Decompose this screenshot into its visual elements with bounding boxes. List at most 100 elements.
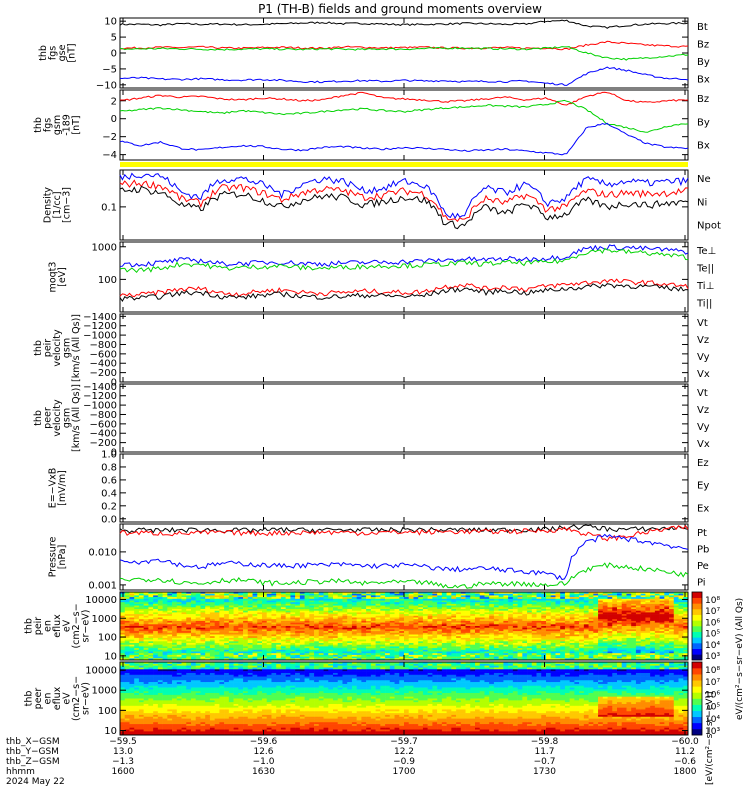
heatmap-cell	[503, 602, 509, 605]
heatmap-cell	[224, 600, 230, 603]
heatmap-cell	[266, 643, 272, 645]
heatmap-cell	[134, 614, 140, 617]
heatmap-cell	[333, 609, 339, 611]
heatmap-cell	[593, 629, 599, 632]
heatmap-cell	[541, 620, 547, 623]
heatmap-cell	[129, 641, 135, 644]
heatmap-cell	[493, 592, 499, 594]
heatmap-cell	[351, 631, 357, 634]
heatmap-cell	[569, 658, 575, 661]
heatmap-cell	[560, 651, 566, 654]
heatmap-cell	[437, 637, 443, 640]
heatmap-cell	[607, 649, 613, 652]
heatmap-cell	[669, 598, 675, 601]
heatmap-cell	[162, 629, 168, 632]
heatmap-cell	[143, 631, 149, 634]
heatmap-cell	[583, 610, 589, 613]
heatmap-cell	[536, 646, 542, 649]
heatmap-cell	[531, 603, 537, 606]
heatmap-cell	[418, 651, 424, 654]
heatmap-cell	[607, 607, 613, 610]
heatmap-cell	[631, 649, 637, 652]
heatmap-cell	[328, 651, 334, 654]
heatmap-cell	[588, 637, 594, 640]
heatmap-cell	[546, 649, 552, 652]
heatmap-cell	[385, 654, 391, 657]
heatmap-cell	[276, 597, 282, 600]
heatmap-cell	[541, 643, 547, 645]
heatmap-cell	[233, 595, 239, 598]
heatmap-cell	[508, 609, 514, 611]
heatmap-cell	[536, 619, 542, 622]
heatmap-cell	[593, 602, 599, 605]
heatmap-cell	[593, 592, 599, 594]
panel-4-legend-Vt: Vt	[697, 318, 708, 329]
heatmap-cell	[238, 649, 244, 652]
heatmap-cell	[243, 592, 249, 594]
heatmap-cell	[134, 593, 140, 596]
heatmap-cell	[351, 634, 357, 637]
heatmap-cell	[673, 593, 679, 596]
heatmap-cell	[138, 593, 144, 596]
heatmap-cell	[612, 605, 618, 608]
heatmap-cell	[389, 632, 395, 635]
heatmap-cell	[375, 627, 381, 630]
heatmap-cell	[546, 626, 552, 628]
heatmap-cell	[451, 631, 457, 634]
heatmap-cell	[404, 654, 410, 657]
heatmap-cell	[399, 648, 405, 651]
heatmap-cell	[351, 620, 357, 623]
heatmap-cell	[186, 624, 192, 627]
heatmap-cell	[508, 610, 514, 613]
heatmap-cell	[309, 636, 315, 639]
heatmap-cell	[375, 632, 381, 635]
heatmap-cell	[418, 595, 424, 598]
heatmap-cell	[209, 610, 215, 613]
heatmap-cell	[669, 607, 675, 610]
heatmap-cell	[228, 631, 234, 634]
heatmap-cell	[650, 610, 656, 613]
heatmap-cell	[271, 653, 277, 656]
heatmap-cell	[162, 609, 168, 611]
heatmap-cell	[645, 609, 651, 611]
heatmap-cell	[422, 617, 428, 620]
heatmap-cell	[337, 627, 343, 630]
heatmap-cell	[460, 649, 466, 652]
heatmap-cell	[612, 646, 618, 649]
heatmap-cell	[546, 595, 552, 598]
heatmap-cell	[555, 595, 561, 598]
heatmap-cell	[635, 612, 641, 615]
heatmap-cell	[356, 651, 362, 654]
heatmap-cell	[664, 632, 670, 635]
heatmap-cell	[314, 629, 320, 632]
heatmap-cell	[314, 607, 320, 610]
heatmap-cell	[191, 619, 197, 622]
heatmap-cell	[280, 631, 286, 634]
heatmap-cell	[574, 624, 580, 627]
heatmap-cell	[650, 593, 656, 596]
heatmap-cell	[347, 612, 353, 615]
heatmap-cell	[191, 649, 197, 652]
heatmap-cell	[314, 593, 320, 596]
heatmap-cell	[446, 605, 452, 608]
heatmap-cell	[385, 593, 391, 596]
heatmap-cell	[337, 598, 343, 601]
heatmap-cell	[209, 654, 215, 657]
heatmap-cell	[214, 634, 220, 637]
heatmap-cell	[191, 622, 197, 625]
heatmap-cell	[465, 615, 471, 618]
heatmap-cell	[266, 629, 272, 632]
heatmap-cell	[304, 637, 310, 640]
heatmap-cell	[588, 620, 594, 623]
heatmap-cell	[508, 620, 514, 623]
heatmap-cell	[370, 636, 376, 639]
heatmap-cell	[134, 648, 140, 651]
heatmap-cell	[314, 619, 320, 622]
heatmap-cell	[304, 634, 310, 637]
heatmap-cell	[167, 654, 173, 657]
heatmap-cell	[143, 649, 149, 652]
heatmap-cell	[475, 597, 481, 600]
heatmap-cell	[635, 653, 641, 656]
heatmap-cell	[621, 627, 627, 630]
heatmap-cell	[290, 626, 296, 628]
